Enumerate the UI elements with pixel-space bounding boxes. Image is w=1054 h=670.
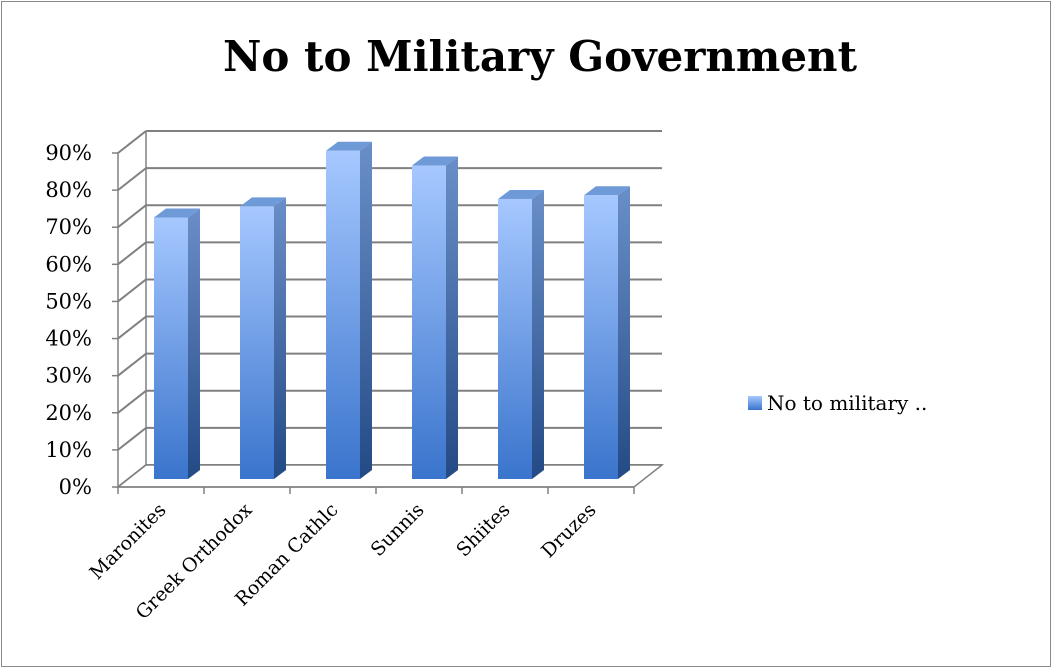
y-tick-label: 90% — [45, 141, 92, 165]
bar-front — [154, 217, 188, 479]
bar-side — [446, 156, 458, 480]
bar — [154, 208, 200, 479]
bar — [326, 141, 372, 479]
y-tick-label: 70% — [45, 215, 92, 239]
x-tick-label: Druzes — [537, 499, 600, 562]
gridline-diag — [117, 204, 147, 229]
gridline-diag — [117, 427, 147, 451]
bar-side — [360, 141, 372, 479]
y-tick-label: 50% — [45, 289, 92, 313]
bar-front — [412, 165, 446, 480]
gridline-diag — [117, 315, 147, 340]
chart-title: No to Military Government — [223, 32, 857, 81]
bar-side — [188, 208, 200, 479]
bar — [240, 197, 286, 479]
legend: No to military .. — [748, 391, 927, 415]
bar — [498, 189, 544, 479]
legend-label: No to military .. — [767, 391, 927, 415]
y-tick-label: 60% — [45, 252, 92, 276]
bar-front — [498, 198, 532, 479]
y-tick-label: 0% — [59, 475, 92, 499]
bar-front — [326, 150, 360, 479]
bar-top — [412, 156, 458, 166]
y-tick-label: 40% — [45, 327, 92, 351]
bar — [584, 186, 630, 479]
bar-side — [532, 189, 544, 479]
bar-side — [274, 197, 286, 479]
gridline-diag — [117, 241, 147, 266]
gridline-diag — [117, 352, 147, 377]
bar-top — [326, 141, 372, 151]
gridline-diag — [117, 389, 147, 414]
x-tick-label: Sunnis — [367, 499, 429, 561]
bar-top — [154, 208, 200, 218]
y-tick-label: 30% — [45, 364, 92, 388]
bar-top — [584, 186, 630, 196]
bar-front — [240, 206, 274, 479]
bar-top — [498, 189, 544, 199]
y-tick-label: 80% — [45, 178, 92, 202]
bar — [412, 156, 458, 480]
bar-side — [618, 186, 630, 479]
y-tick-label: 10% — [45, 438, 92, 462]
y-tick-label: 20% — [45, 401, 92, 425]
x-tick-label: Maronites — [86, 499, 171, 584]
gridline-diag — [117, 130, 147, 154]
bar-front — [584, 195, 618, 479]
legend-swatch — [748, 396, 762, 410]
gridline-diag — [117, 167, 147, 191]
gridline-diag — [117, 278, 147, 303]
bar-top — [240, 197, 286, 207]
x-tick-label: Shiites — [452, 499, 514, 561]
